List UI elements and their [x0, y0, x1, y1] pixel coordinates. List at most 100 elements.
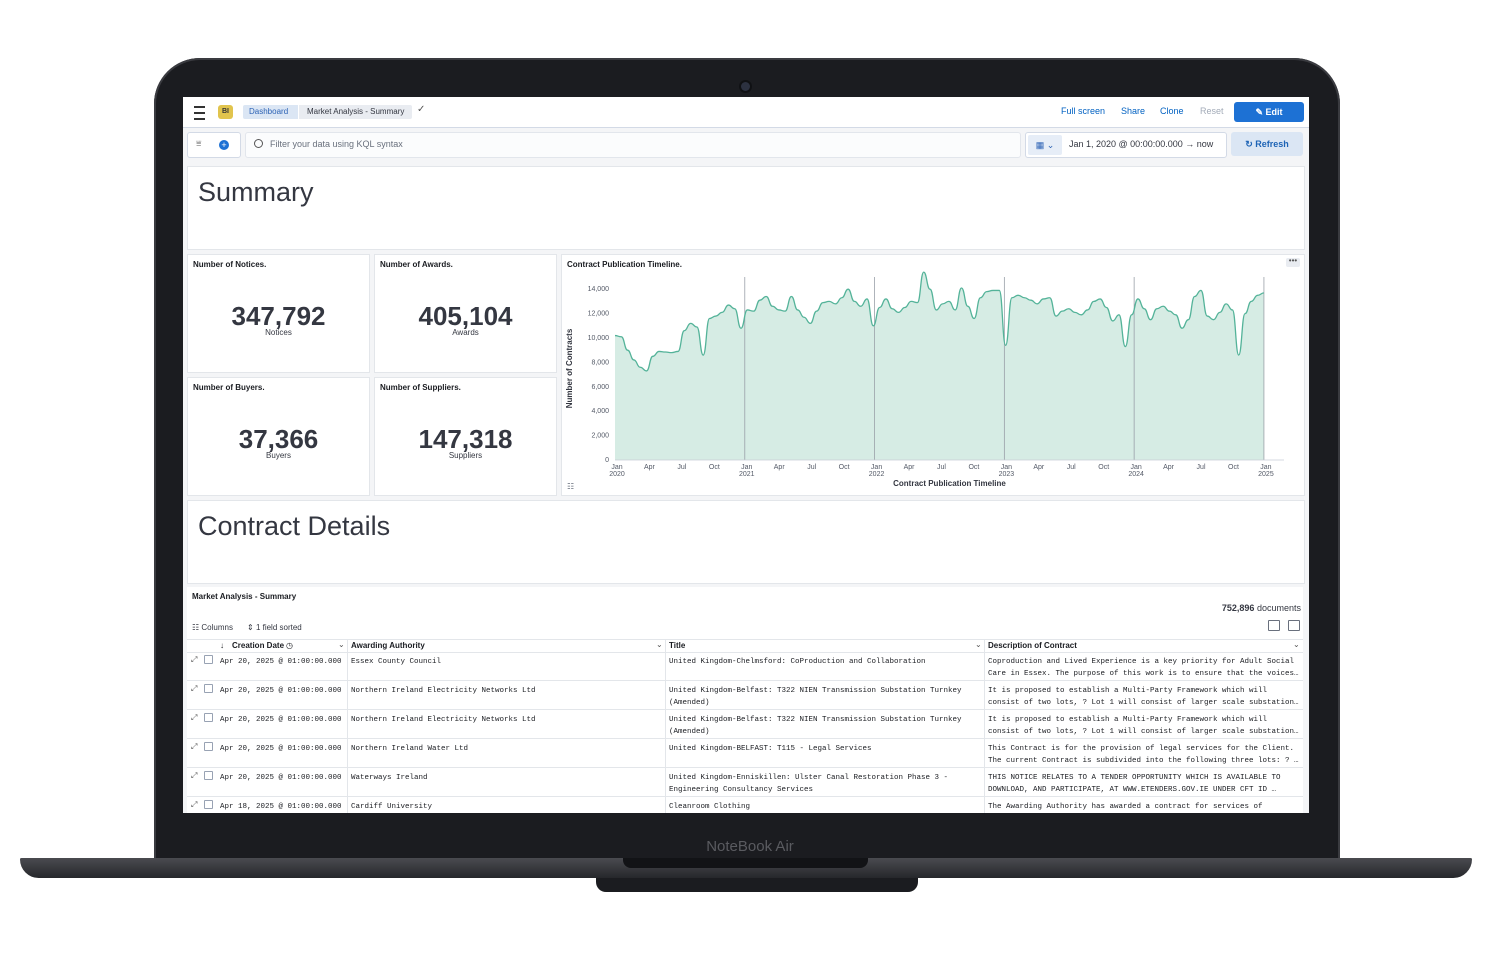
full-screen-link[interactable]: Full screen: [1061, 106, 1106, 116]
expand-row-icon[interactable]: ⤢: [191, 742, 198, 751]
refresh-icon: ↻: [1245, 139, 1256, 149]
menu-icon[interactable]: [194, 106, 205, 120]
chevron-down-icon[interactable]: ⌄: [656, 640, 663, 649]
expand-row-icon[interactable]: ⤢: [191, 800, 198, 809]
x-tick-label: Jan: [871, 464, 882, 471]
expand-row-icon[interactable]: ⤢: [191, 684, 198, 693]
clone-link[interactable]: Clone: [1160, 106, 1184, 116]
document-count: 752,896 documents: [1222, 603, 1301, 613]
legend-toggle-icon[interactable]: ☷: [567, 482, 575, 491]
column-divider: [347, 639, 348, 813]
metric-value: 147,318: [418, 424, 513, 454]
y-tick-label: 8,000: [591, 359, 609, 366]
cell-awarding-authority: Northern Ireland Electricity Networks Lt…: [351, 716, 536, 724]
expand-row-icon[interactable]: ⤢: [191, 713, 198, 722]
cell-creation-date: Apr 20, 2025 @ 01:00:00.000: [220, 687, 342, 695]
row-checkbox[interactable]: [204, 800, 213, 809]
x-tick-label: Oct: [1228, 464, 1239, 471]
sort-desc-icon[interactable]: ↓: [220, 641, 224, 650]
date-picker[interactable]: ▦ ⌄ Jan 1, 2020 @ 00:00:00.000 → now: [1025, 132, 1227, 158]
edit-button[interactable]: ✎ Edit: [1234, 102, 1304, 122]
header-description[interactable]: Description of Contract: [988, 641, 1077, 650]
panel-menu-icon[interactable]: •••: [1286, 257, 1300, 267]
search-placeholder: Filter your data using KQL syntax: [270, 139, 403, 149]
metric-value: 37,366: [238, 424, 319, 454]
keyboard-shortcuts-icon[interactable]: [1268, 620, 1280, 631]
x-tick-year: 2023: [999, 471, 1015, 478]
metric-buyers: Number of Buyers. 37,366 Buyers: [187, 377, 370, 496]
chevron-down-icon[interactable]: ⌄: [1293, 640, 1300, 649]
date-range[interactable]: Jan 1, 2020 @ 00:00:00.000 → now: [1069, 139, 1213, 149]
cell-description: Coproduction and Lived Experience is a k…: [988, 656, 1300, 680]
x-tick-year: 2022: [869, 471, 885, 478]
area-series-line: [614, 271, 1264, 372]
header-awarding-authority[interactable]: Awarding Authority: [351, 641, 425, 650]
date-end[interactable]: now: [1196, 139, 1214, 149]
row-checkbox[interactable]: [204, 742, 213, 751]
table-row[interactable]: ⤢ Apr 20, 2025 @ 01:00:00.000 Northern Ire…: [187, 681, 1303, 710]
cell-title-line: Engineering Consultancy Services: [669, 786, 814, 794]
sort-button[interactable]: ⇕ 1 field sorted: [247, 623, 302, 632]
share-link[interactable]: Share: [1121, 106, 1146, 116]
columns-button[interactable]: ☷ Columns: [192, 623, 233, 632]
header-title[interactable]: Title: [669, 641, 686, 650]
cell-description: The Awarding Authority has awarded a con…: [988, 801, 1300, 813]
table-row[interactable]: ⤢ Apr 18, 2025 @ 01:00:00.000 Cardiff Univ…: [187, 797, 1303, 813]
header-creation-date[interactable]: Creation Date: [232, 641, 285, 650]
cell-title-line: United Kingdom-Belfast: T322 NIEN Transm…: [669, 716, 962, 724]
columns-label: Columns: [201, 623, 233, 632]
cell-title: United Kingdom-Chelmsford: CoProduction …: [669, 656, 981, 668]
x-tick-year: 2021: [739, 471, 755, 478]
y-tick-label: 12,000: [588, 311, 610, 318]
app-logo[interactable]: BI: [218, 105, 233, 119]
webcam-icon: [741, 82, 750, 91]
summary-panel: Summary: [187, 166, 1305, 250]
breadcrumb-dashboard[interactable]: Dashboard: [243, 105, 299, 119]
x-tick-label: Oct: [1098, 464, 1109, 471]
cell-title: United Kingdom-Enniskillen: Ulster Canal…: [669, 772, 981, 796]
expand-row-icon[interactable]: ⤢: [191, 771, 198, 780]
chart-title: Contract Publication Timeline.: [567, 260, 682, 269]
y-tick-label: 4,000: [591, 408, 609, 415]
table-row[interactable]: ⤢ Apr 20, 2025 @ 01:00:00.000 Essex County…: [187, 652, 1303, 681]
search-input[interactable]: Filter your data using KQL syntax: [245, 132, 1021, 158]
table-row[interactable]: ⤢ Apr 20, 2025 @ 01:00:00.000 Northern Ire…: [187, 739, 1303, 768]
cell-title-line: United Kingdom-BELFAST: T115 - Legal Ser…: [669, 745, 872, 753]
x-tick-label: Jan: [1001, 464, 1012, 471]
row-checkbox[interactable]: [204, 655, 213, 664]
filter-options-button[interactable]: ⩸ +: [187, 132, 241, 158]
add-filter-icon[interactable]: +: [219, 140, 229, 150]
metric-label: Number of Suppliers.: [380, 383, 461, 392]
x-tick-label: Jul: [1067, 464, 1076, 471]
table-row[interactable]: ⤢ Apr 20, 2025 @ 01:00:00.000 Northern Ire…: [187, 710, 1303, 739]
x-tick-label: Jul: [807, 464, 816, 471]
chevron-down-icon[interactable]: ⌄: [338, 640, 345, 649]
x-tick-label: Jan: [741, 464, 752, 471]
row-checkbox[interactable]: [204, 713, 213, 722]
metric-notices: Number of Notices. 347,792 Notices: [187, 254, 370, 373]
calendar-icon[interactable]: ▦ ⌄: [1028, 135, 1062, 155]
date-start[interactable]: Jan 1, 2020 @ 00:00:00.000: [1069, 139, 1183, 149]
query-bar: ⩸ + Filter your data using KQL syntax ▦ …: [187, 132, 1305, 158]
x-tick-label: Jan: [1130, 464, 1141, 471]
cell-description: THIS NOTICE RELATES TO A TENDER OPPORTUN…: [988, 772, 1300, 796]
cell-description-line: The Awarding Authority has awarded a con…: [988, 803, 1263, 811]
x-tick-year: 2020: [609, 471, 625, 478]
laptop-foot: [596, 878, 918, 892]
cell-description-line: DOWNLOAD, AND PARTICIPATE, AT WWW.ETENDE…: [988, 786, 1277, 794]
cell-description: This Contract is for the provision of le…: [988, 743, 1300, 767]
refresh-button[interactable]: ↻ Refresh: [1231, 132, 1303, 156]
metric-unit: Buyers: [266, 451, 291, 460]
metric-awards: Number of Awards. 405,104 Awards: [374, 254, 557, 373]
row-checkbox[interactable]: [204, 771, 213, 780]
x-tick-label: Jan: [611, 464, 622, 471]
display-options-icon[interactable]: [1288, 620, 1300, 631]
expand-row-icon[interactable]: ⤢: [191, 655, 198, 664]
table-row[interactable]: ⤢ Apr 20, 2025 @ 01:00:00.000 Waterways Ir…: [187, 768, 1303, 797]
metric-unit: Notices: [265, 328, 292, 337]
row-checkbox[interactable]: [204, 684, 213, 693]
reset-link[interactable]: Reset: [1200, 106, 1224, 116]
chevron-down-icon[interactable]: ⌄: [975, 640, 982, 649]
metric-unit: Suppliers: [448, 451, 483, 460]
top-navigation-bar: BI Dashboard Market Analysis - Summary ✓…: [183, 97, 1309, 128]
